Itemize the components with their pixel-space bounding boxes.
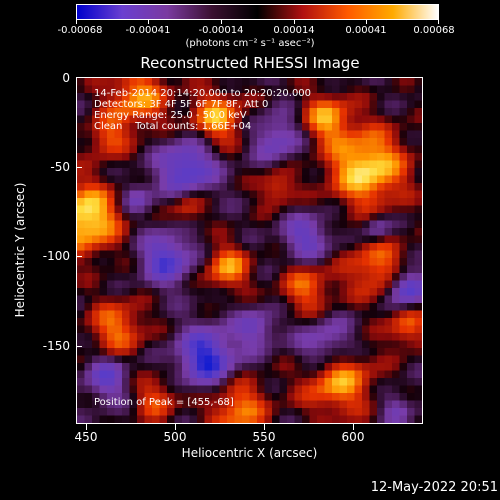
colorbar	[76, 4, 439, 20]
y-tick	[76, 346, 82, 347]
colorbar-label: -0.00041	[125, 25, 171, 36]
y-tick-label: -100	[42, 249, 70, 263]
y-tick-label: -50	[50, 160, 70, 174]
x-tick	[264, 424, 265, 430]
info-time-range: 14-Feb-2014 20:14:20.000 to 20:20:20.000	[94, 88, 312, 99]
info-detectors: Detectors: 3F 4F 5F 6F 7F 8F, Att 0	[94, 99, 269, 110]
info-counts: Clean Total counts: 1.66E+04	[94, 121, 252, 132]
image-plot-area	[76, 77, 423, 424]
colorbar-tick	[221, 19, 222, 24]
reconstructed-image	[77, 78, 422, 423]
colorbar-tick	[366, 19, 367, 24]
x-tick-label: 450	[74, 430, 98, 444]
colorbar-label: 0.00068	[413, 25, 455, 36]
x-tick-label: 550	[252, 430, 276, 444]
info-energy-range: Energy Range: 25.0 - 50.0 keV	[94, 110, 247, 121]
y-tick-label: -150	[42, 339, 70, 353]
x-tick	[86, 424, 87, 430]
timestamp: 12-May-2022 20:51	[370, 480, 498, 495]
y-tick	[76, 256, 82, 257]
colorbar-units: (photons cm⁻² s⁻¹ asec⁻²)	[185, 38, 315, 49]
info-peak-position: Position of Peak = [455,-68]	[94, 397, 234, 408]
colorbar-tick	[76, 19, 77, 24]
x-tick-label: 600	[341, 430, 365, 444]
colorbar-label: -0.00014	[198, 25, 244, 36]
x-axis-label: Heliocentric X (arcsec)	[181, 446, 318, 460]
plot-title: Reconstructed RHESSI Image	[140, 54, 360, 72]
colorbar-tick	[438, 19, 439, 24]
y-tick	[76, 167, 82, 168]
colorbar-tick	[148, 19, 149, 24]
colorbar-tick	[294, 19, 295, 24]
colorbar-label: -0.00068	[57, 25, 103, 36]
y-tick-label: 0	[62, 71, 70, 85]
y-axis-label: Heliocentric Y (arcsec)	[13, 182, 27, 318]
x-tick	[175, 424, 176, 430]
y-tick	[76, 77, 82, 78]
x-tick	[353, 424, 354, 430]
colorbar-label: 0.00014	[273, 25, 315, 36]
colorbar-label: 0.00041	[345, 25, 387, 36]
x-tick-label: 500	[163, 430, 187, 444]
